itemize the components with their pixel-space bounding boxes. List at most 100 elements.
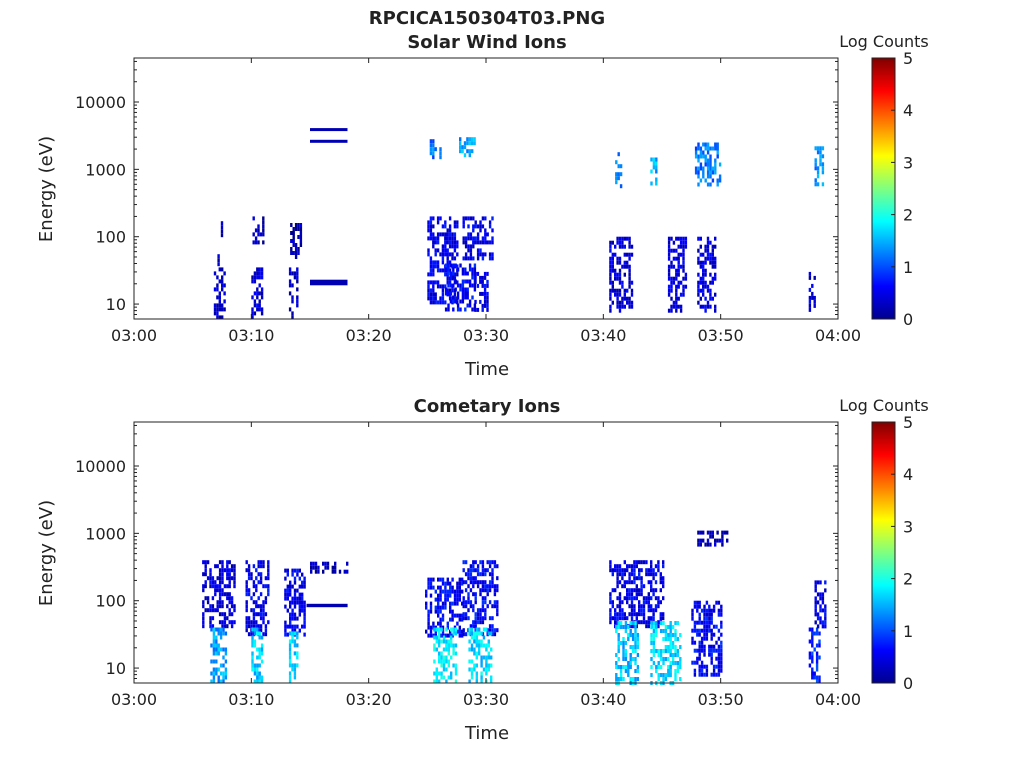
heatmap-cell: [434, 280, 437, 285]
heatmap-cell: [226, 584, 229, 589]
heatmap-cell: [444, 307, 448, 312]
heatmap-cell: [623, 584, 626, 589]
heatmap-cell: [621, 568, 624, 573]
heatmap-cell: [222, 671, 225, 676]
heatmap-cell: [619, 625, 623, 629]
heatmap-cell: [697, 170, 700, 175]
heatmap-cell: [464, 240, 468, 245]
heatmap-cell: [720, 632, 723, 637]
heatmap-cell: [717, 644, 721, 649]
heatmap-cell: [223, 620, 227, 625]
heatmap-cell: [432, 143, 435, 148]
heatmap-cell: [622, 637, 625, 641]
heatmap-cell: [222, 647, 225, 652]
heatmap-cell: [638, 560, 641, 565]
heatmap-cell: [662, 649, 665, 653]
heatmap-cell: [317, 569, 320, 574]
heatmap-cell: [667, 240, 671, 245]
heatmap-cell: [296, 267, 299, 272]
heatmap-cell: [291, 667, 294, 672]
heatmap-cell: [221, 283, 224, 288]
heatmap-cell: [224, 671, 228, 676]
heatmap-cell: [252, 600, 256, 605]
heatmap-cell: [652, 608, 655, 613]
heatmap-cell: [473, 651, 476, 656]
heatmap-cell: [481, 600, 485, 605]
heatmap-cell: [432, 232, 435, 237]
heatmap-cell: [813, 671, 816, 676]
heatmap-cell: [303, 620, 306, 625]
heatmap-cell: [629, 661, 632, 665]
heatmap-cell: [440, 655, 443, 660]
heatmap-cell: [476, 224, 480, 229]
heatmap-cell: [472, 592, 475, 597]
heatmap-cell: [472, 624, 475, 629]
heatmap-cell: [292, 243, 295, 247]
heatmap-cell: [296, 631, 299, 636]
heatmap-cell: [711, 276, 714, 281]
heatmap-cell: [209, 572, 212, 577]
heatmap-cell: [467, 568, 470, 573]
heatmap-cell: [294, 243, 298, 247]
heatmap-cell: [260, 311, 264, 316]
heatmap-cell: [655, 161, 658, 166]
heatmap-cell: [481, 236, 485, 241]
heatmap-cell: [697, 292, 700, 297]
heatmap-cell: [487, 667, 490, 672]
heatmap-cell: [440, 659, 443, 664]
heatmap-cell: [245, 616, 248, 621]
heatmap-cell: [618, 304, 622, 309]
heatmap-cell: [621, 240, 624, 245]
heatmap-cell: [488, 220, 492, 225]
heatmap-cell: [702, 292, 705, 297]
heatmap-cell: [674, 621, 677, 625]
heatmap-cell: [609, 276, 612, 281]
heatmap-cell: [448, 244, 452, 249]
heatmap-cell: [226, 616, 229, 621]
heatmap-cell: [435, 675, 438, 680]
heatmap-cell: [491, 256, 494, 261]
heatmap-cell: [714, 308, 717, 313]
heatmap-cell: [650, 633, 653, 637]
heatmap-cell: [669, 625, 672, 629]
heatmap-cell: [436, 248, 440, 253]
heatmap-cell: [626, 596, 629, 601]
heatmap-cell: [427, 284, 430, 289]
heatmap-cell: [215, 627, 218, 632]
heatmap-cell: [618, 616, 622, 621]
heatmap-cell: [464, 612, 468, 617]
heatmap-cell: [635, 576, 638, 581]
heatmap-cell: [635, 616, 638, 621]
heatmap-cell: [476, 608, 480, 613]
heatmap-cell: [714, 272, 717, 277]
heatmap-cell: [706, 150, 710, 155]
heatmap-cell: [220, 225, 224, 230]
heatmap-cell: [634, 629, 637, 633]
heatmap-cell: [433, 679, 436, 684]
heatmap-cell: [262, 564, 265, 569]
heatmap-cell: [621, 300, 624, 305]
heatmap-cell: [618, 612, 622, 617]
heatmap-cell: [448, 228, 452, 233]
heatmap-cell: [476, 240, 480, 245]
heatmap-cell: [245, 608, 248, 613]
heatmap-cell: [700, 668, 704, 673]
heatmap-cell: [667, 649, 670, 653]
heatmap-cell: [284, 620, 287, 625]
heatmap-cell: [303, 604, 306, 609]
heatmap-cell: [449, 299, 453, 304]
heatmap-cell: [284, 588, 287, 593]
heatmap-cell: [611, 268, 614, 273]
heatmap-cell: [427, 609, 430, 614]
heatmap-cell: [703, 632, 706, 637]
heatmap-cell: [652, 637, 656, 641]
heatmap-cell: [629, 645, 632, 649]
heatmap-cell: [691, 628, 694, 633]
heatmap-cell: [467, 596, 470, 601]
heatmap-cell: [819, 162, 822, 167]
heatmap-cell: [438, 635, 441, 640]
heatmap-cell: [628, 276, 631, 281]
heatmap-cell: [467, 236, 470, 241]
heatmap-cell: [221, 303, 224, 308]
